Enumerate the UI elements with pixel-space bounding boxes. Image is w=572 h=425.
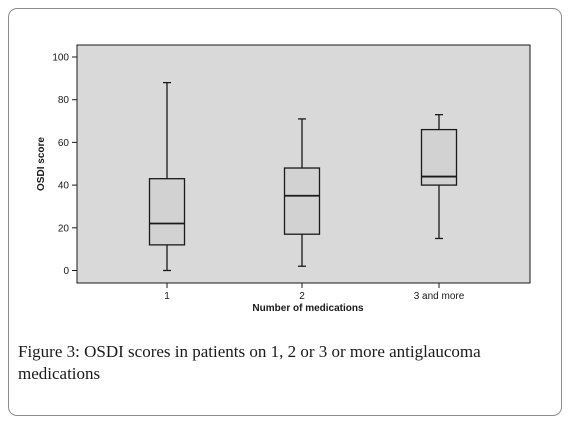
box-series — [148, 81, 458, 272]
x-tick-label: 1 — [164, 291, 170, 302]
y-axis: 0 20 40 60 80 100 — [52, 53, 77, 277]
caption-text: OSDI scores in patients on 1, 2 or 3 or … — [18, 342, 481, 383]
iqr-box — [148, 178, 186, 246]
y-tick-label: 80 — [58, 95, 70, 106]
figure-caption: Figure 3: OSDI scores in patients on 1, … — [18, 341, 563, 385]
box-2 — [283, 118, 321, 267]
plot-area — [76, 44, 531, 284]
y-tick-label: 20 — [58, 223, 70, 234]
x-axis: 1 2 3 and more — [164, 283, 465, 302]
box-3 — [420, 113, 458, 240]
y-tick-label: 100 — [52, 53, 69, 64]
iqr-box — [283, 167, 321, 235]
y-tick-label: 40 — [58, 181, 70, 192]
y-axis-title: OSDI score — [36, 137, 47, 191]
x-tick-label: 3 and more — [414, 291, 465, 302]
y-tick-label: 60 — [58, 138, 70, 149]
boxplot-chart: 0 20 40 60 80 100 1 2 3 and more OSDI score Num… — [36, 44, 531, 314]
y-tick-label: 0 — [63, 266, 69, 277]
caption-label: Figure 3: — [18, 342, 80, 361]
x-axis-title: Number of medications — [252, 303, 364, 314]
box-1 — [148, 81, 186, 272]
x-tick-label: 2 — [299, 291, 305, 302]
